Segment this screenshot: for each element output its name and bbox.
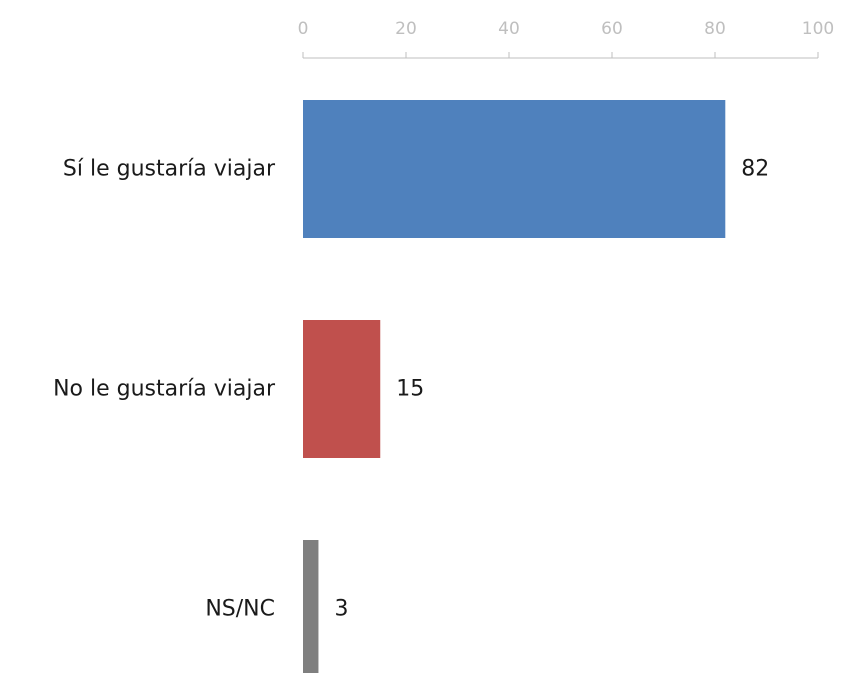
data-label: 82 xyxy=(741,157,769,182)
bar xyxy=(303,100,726,238)
x-tick-label: 100 xyxy=(802,19,834,39)
bar xyxy=(303,540,319,673)
x-axis: 0 20 40 60 80 100 xyxy=(298,19,834,59)
x-tick-label: 80 xyxy=(704,19,726,39)
value-labels: 82 15 3 xyxy=(334,157,769,622)
category-label: NS/NC xyxy=(205,597,275,622)
x-tick-label: 40 xyxy=(498,19,520,39)
category-labels: Sí le gustaría viajar No le gustaría viaj… xyxy=(53,157,276,622)
data-label: 3 xyxy=(334,597,348,622)
category-label: Sí le gustaría viajar xyxy=(63,157,276,182)
x-tick-label: 60 xyxy=(601,19,623,39)
bars xyxy=(303,100,726,673)
data-label: 15 xyxy=(396,377,424,402)
bar xyxy=(303,320,381,458)
category-label: No le gustaría viajar xyxy=(53,377,276,402)
x-tick-label: 20 xyxy=(395,19,417,39)
x-tick-label: 0 xyxy=(298,19,309,39)
